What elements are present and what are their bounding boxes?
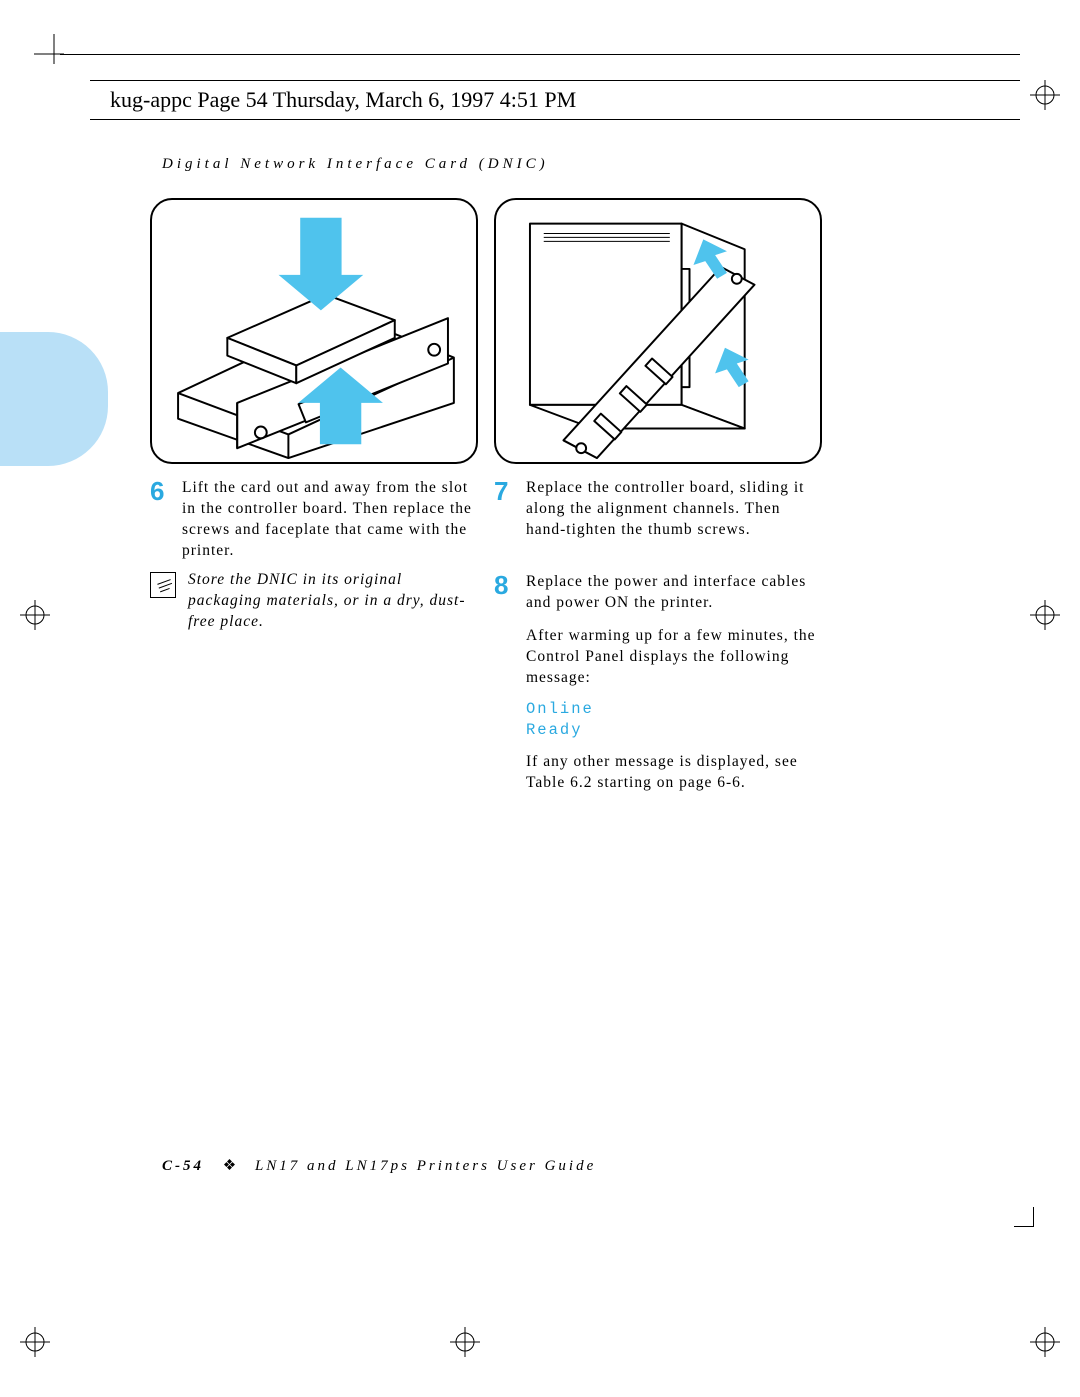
- crop-corner-icon: [34, 34, 64, 64]
- footer-title: LN17 and LN17ps Printers User Guide: [255, 1158, 596, 1174]
- note-text: Store the DNIC in its original packaging…: [188, 570, 480, 633]
- note-icon: [150, 572, 176, 598]
- step-number: 8: [494, 572, 514, 794]
- crop-mark-icon: [20, 600, 50, 630]
- running-header: Digital Network Interface Card (DNIC): [162, 156, 549, 173]
- step-number: 7: [494, 478, 514, 541]
- step-text: Lift the card out and away from the slot…: [182, 478, 480, 562]
- crop-corner-icon: [1014, 1207, 1034, 1227]
- illustration-step-6: [150, 198, 478, 464]
- display-line: Ready: [526, 720, 824, 742]
- control-panel-message: Online Ready: [526, 699, 824, 742]
- step-number: 6: [150, 478, 170, 562]
- crop-mark-icon: [20, 1327, 50, 1357]
- thumb-tab: [0, 332, 108, 466]
- crop-header: kug-appc Page 54 Thursday, March 6, 1997…: [90, 80, 1020, 120]
- illustration-step-7: [494, 198, 822, 464]
- step-7: 7 Replace the controller board, sliding …: [494, 478, 824, 541]
- crop-mark-icon: [1030, 80, 1060, 110]
- crop-mark-icon: [450, 1327, 480, 1357]
- step-text: Replace the power and interface cables a…: [526, 572, 824, 614]
- separator-icon: ❖: [223, 1158, 236, 1174]
- document-page: kug-appc Page 54 Thursday, March 6, 1997…: [0, 0, 1080, 1397]
- display-line: Online: [526, 699, 824, 721]
- step-text: If any other message is displayed, see T…: [526, 752, 824, 794]
- step-text: Replace the controller board, sliding it…: [526, 478, 824, 541]
- step-8: 8 Replace the power and interface cables…: [494, 572, 824, 794]
- crop-rule: [60, 54, 1020, 55]
- crop-header-text: kug-appc Page 54 Thursday, March 6, 1997…: [110, 87, 576, 113]
- step-text: After warming up for a few minutes, the …: [526, 626, 824, 689]
- crop-mark-icon: [1030, 600, 1060, 630]
- crop-mark-icon: [1030, 1327, 1060, 1357]
- page-number: C-54: [162, 1158, 204, 1174]
- step-6: 6 Lift the card out and away from the sl…: [150, 478, 480, 562]
- note: Store the DNIC in its original packaging…: [150, 570, 480, 633]
- page-footer: C-54 ❖ LN17 and LN17ps Printers User Gui…: [162, 1156, 596, 1175]
